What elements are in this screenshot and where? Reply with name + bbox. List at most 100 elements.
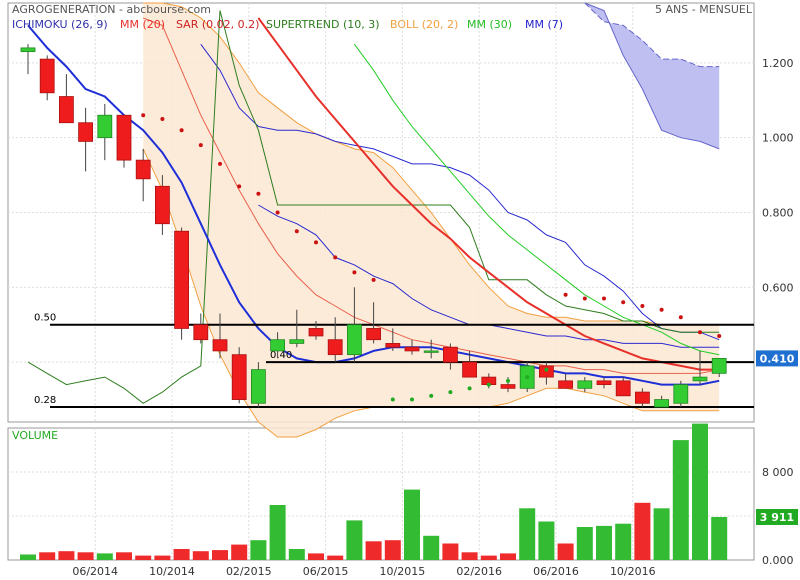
candle-body xyxy=(327,339,343,356)
volume-bar xyxy=(96,553,113,560)
candle-body xyxy=(654,399,669,408)
volume-bar xyxy=(231,544,248,560)
volume-bar xyxy=(500,553,516,560)
sar-dot xyxy=(698,330,702,335)
candle-body xyxy=(692,376,708,382)
sar-dot xyxy=(429,393,434,398)
candle-body xyxy=(385,343,401,348)
sar-dot xyxy=(525,375,530,380)
x-tick-label: 06/2015 xyxy=(303,565,349,578)
volume-bar xyxy=(154,555,171,560)
volume-bars xyxy=(20,423,728,560)
volume-bar xyxy=(576,527,593,560)
candle-body xyxy=(558,380,573,389)
candle-body xyxy=(270,339,286,352)
sar-dot xyxy=(486,382,491,387)
mm7-line xyxy=(27,24,720,386)
volume-bar xyxy=(519,508,536,560)
sar-dot xyxy=(160,116,165,121)
volume-bar xyxy=(538,521,555,560)
volume-bar xyxy=(423,535,440,560)
candle-body xyxy=(577,380,593,389)
volume-bar xyxy=(135,555,152,560)
sar-dot xyxy=(717,333,722,338)
candle-body xyxy=(442,346,458,363)
candle-body xyxy=(615,380,631,397)
supertrend-line xyxy=(27,10,720,404)
candle-body xyxy=(404,346,420,352)
volume-bar xyxy=(384,540,401,560)
candle-body xyxy=(39,58,55,94)
candle-body xyxy=(462,361,478,378)
volume-bar xyxy=(58,551,75,560)
sar-dot xyxy=(179,128,184,133)
volume-bar xyxy=(692,423,708,560)
candle-body xyxy=(711,358,727,374)
candle-body xyxy=(250,369,266,404)
volume-bar xyxy=(288,549,305,560)
price-tick-label: 0.800 xyxy=(762,207,794,220)
last-volume-label: 3 911 xyxy=(760,511,794,524)
volume-bar xyxy=(77,552,94,560)
x-tick-label: 06/2014 xyxy=(72,565,118,578)
legend-boll: BOLL (20, 2) xyxy=(390,18,458,31)
sar-dot xyxy=(621,300,626,305)
candle-body xyxy=(78,122,93,142)
bollinger-band-fill xyxy=(143,3,720,437)
x-tick-label: 10/2014 xyxy=(149,565,195,578)
volume-bar xyxy=(711,516,728,560)
candle-body xyxy=(346,324,362,356)
candlestick-series xyxy=(20,44,727,408)
price-tick-label: 1.000 xyxy=(762,132,794,145)
volume-bar xyxy=(672,440,689,560)
candle-body xyxy=(174,230,190,329)
sar-dot xyxy=(390,397,395,402)
level-label: 0.28 xyxy=(34,395,56,406)
sar-dot xyxy=(602,296,606,301)
candle-body xyxy=(500,384,516,389)
sar-dot xyxy=(333,255,338,260)
volume-bar xyxy=(20,554,36,560)
volume-title: VOLUME xyxy=(12,429,58,442)
volume-bar xyxy=(365,541,382,560)
price-tick-label: 0.600 xyxy=(762,281,794,294)
sar-dot xyxy=(678,315,683,320)
mm30-line xyxy=(353,43,720,356)
sar-dot xyxy=(582,296,587,301)
sar-dot xyxy=(141,113,146,118)
candle-body xyxy=(673,384,689,404)
candle-body xyxy=(289,339,305,344)
ichimoku-span-b xyxy=(584,2,720,150)
volume-bar xyxy=(39,552,56,560)
last-volume-badge xyxy=(756,508,798,525)
sar-dot xyxy=(256,191,261,196)
volume-bar xyxy=(212,550,228,560)
volume-bar xyxy=(461,552,478,560)
sar-dot xyxy=(275,210,280,215)
candle-body xyxy=(59,96,74,124)
volume-bar xyxy=(480,555,497,560)
sar-dot xyxy=(218,161,222,166)
candle-body xyxy=(212,339,228,352)
sar-dot xyxy=(314,240,318,245)
x-tick-label: 06/2016 xyxy=(533,565,579,578)
volume-bar xyxy=(442,543,459,560)
period-label: 5 ANS - MENSUEL xyxy=(655,3,753,16)
sar-dot xyxy=(544,367,549,372)
sar-dot xyxy=(563,292,568,297)
candle-body xyxy=(231,354,247,400)
volume-bar xyxy=(596,525,612,560)
last-price-label: 0.410 xyxy=(760,352,795,365)
x-tick-label: 02/2015 xyxy=(226,565,272,578)
last-price-badge xyxy=(756,350,798,367)
candle-body xyxy=(154,185,170,225)
sar-dot xyxy=(640,304,645,309)
legend-mm20: MM (20) xyxy=(120,18,165,31)
volume-tick-label: 0.000 xyxy=(762,554,794,567)
candle-body xyxy=(596,380,612,385)
volume-bar xyxy=(653,508,670,560)
ichimoku-cloud xyxy=(584,3,720,149)
indicator-fills xyxy=(143,3,720,437)
